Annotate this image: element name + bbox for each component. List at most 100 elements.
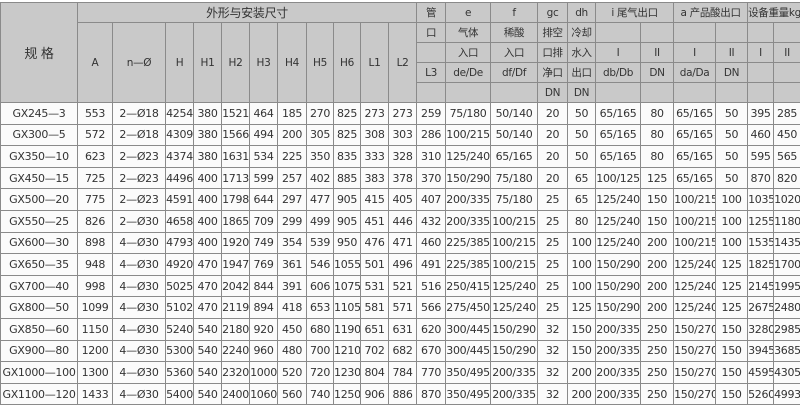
model-cell: GX600—30	[1, 232, 78, 254]
header-blank	[674, 23, 716, 43]
header-dimensions-group: 外形与安装尺寸	[78, 3, 417, 23]
value-cell: 200	[641, 275, 674, 297]
value-cell: 25	[538, 189, 568, 211]
value-cell: 894	[250, 297, 278, 319]
header-e: e	[446, 3, 491, 23]
header-dim: H1	[194, 23, 222, 103]
header-blank	[774, 63, 800, 83]
value-cell: 499	[307, 210, 334, 232]
value-cell: 1920	[222, 232, 250, 254]
value-cell: 80	[641, 124, 674, 146]
value-cell: 225/385	[446, 254, 491, 276]
value-cell: 775	[78, 189, 113, 211]
value-cell: 450	[278, 318, 307, 340]
header-dim: A	[78, 23, 113, 103]
value-cell: 740	[307, 383, 334, 405]
value-cell: 1035	[748, 189, 774, 211]
value-cell: 100/215	[491, 254, 538, 276]
value-cell: 826	[78, 210, 113, 232]
header-gc: DN	[538, 83, 568, 103]
value-cell: 670	[417, 340, 446, 362]
value-cell: 405	[389, 189, 417, 211]
value-cell: 200/335	[446, 210, 491, 232]
value-cell: 250	[641, 318, 674, 340]
value-cell: 804	[361, 362, 389, 384]
value-cell: 784	[389, 362, 417, 384]
value-cell: 820	[774, 167, 800, 189]
value-cell: 225	[278, 146, 307, 168]
value-cell: 150	[716, 318, 748, 340]
header-i-unit: DN	[641, 63, 674, 83]
value-cell: 100/215	[491, 232, 538, 254]
value-cell: 2119	[222, 297, 250, 319]
value-cell: 333	[361, 146, 389, 168]
value-cell: 65/165	[596, 124, 641, 146]
value-cell: 432	[417, 210, 446, 232]
header-dim: H5	[307, 23, 334, 103]
value-cell: 25	[538, 210, 568, 232]
value-cell: 920	[250, 318, 278, 340]
value-cell: 4496	[166, 167, 194, 189]
value-cell: 400	[194, 232, 222, 254]
value-cell: 720	[307, 362, 334, 384]
value-cell: 4374	[166, 146, 194, 168]
header-dim: n—Ø	[113, 23, 166, 103]
value-cell: 2480	[774, 297, 800, 319]
value-cell: 680	[307, 318, 334, 340]
value-cell: 75/180	[491, 167, 538, 189]
model-cell: GX450—15	[1, 167, 78, 189]
value-cell: 100/215	[491, 210, 538, 232]
value-cell: 844	[250, 275, 278, 297]
value-cell: 395	[748, 103, 774, 125]
value-cell: 599	[250, 167, 278, 189]
header-dh: dh	[568, 3, 596, 23]
value-cell: 25	[538, 297, 568, 319]
value-cell: 25	[538, 275, 568, 297]
value-cell: 275/450	[446, 297, 491, 319]
value-cell: 4993	[774, 383, 800, 405]
value-cell: 531	[361, 275, 389, 297]
value-cell: 50	[568, 103, 596, 125]
value-cell: 200	[278, 124, 307, 146]
value-cell: 4—Ø30	[113, 362, 166, 384]
header-blank	[774, 23, 800, 43]
model-cell: GX300—5	[1, 124, 78, 146]
value-cell: 150/270	[674, 318, 716, 340]
value-cell: 65	[568, 167, 596, 189]
value-cell: 905	[334, 189, 361, 211]
value-cell: 125/240	[491, 297, 538, 319]
value-cell: 402	[307, 167, 334, 189]
header-w-sub: II	[774, 43, 800, 63]
value-cell: 501	[361, 254, 389, 276]
model-cell: GX350—10	[1, 146, 78, 168]
value-cell: 1947	[222, 254, 250, 276]
value-cell: 581	[361, 297, 389, 319]
header-blank	[596, 83, 641, 103]
table-header: 规 格 外形与安装尺寸 管 e f gc dh i 尾气出口 a 产品酸出口 设…	[1, 3, 800, 103]
value-cell: 32	[538, 318, 568, 340]
header-e: 入口	[446, 43, 491, 63]
header-f: df/Df	[491, 63, 538, 83]
value-cell: 653	[307, 297, 334, 319]
value-cell: 370	[417, 167, 446, 189]
value-cell: 350/495	[446, 362, 491, 384]
header-blank	[748, 23, 774, 43]
value-cell: 407	[417, 189, 446, 211]
header-blank	[716, 83, 748, 103]
value-cell: 75/180	[491, 189, 538, 211]
value-cell: 709	[250, 210, 278, 232]
value-cell: 380	[194, 103, 222, 125]
value-cell: 2320	[222, 362, 250, 384]
value-cell: 100/215	[446, 124, 491, 146]
value-cell: 1700	[774, 254, 800, 276]
value-cell: 494	[250, 124, 278, 146]
value-cell: 200	[641, 254, 674, 276]
value-cell: 250	[641, 340, 674, 362]
value-cell: 4254	[166, 103, 194, 125]
value-cell: 998	[78, 275, 113, 297]
value-cell: 480	[278, 340, 307, 362]
value-cell: 297	[278, 189, 307, 211]
